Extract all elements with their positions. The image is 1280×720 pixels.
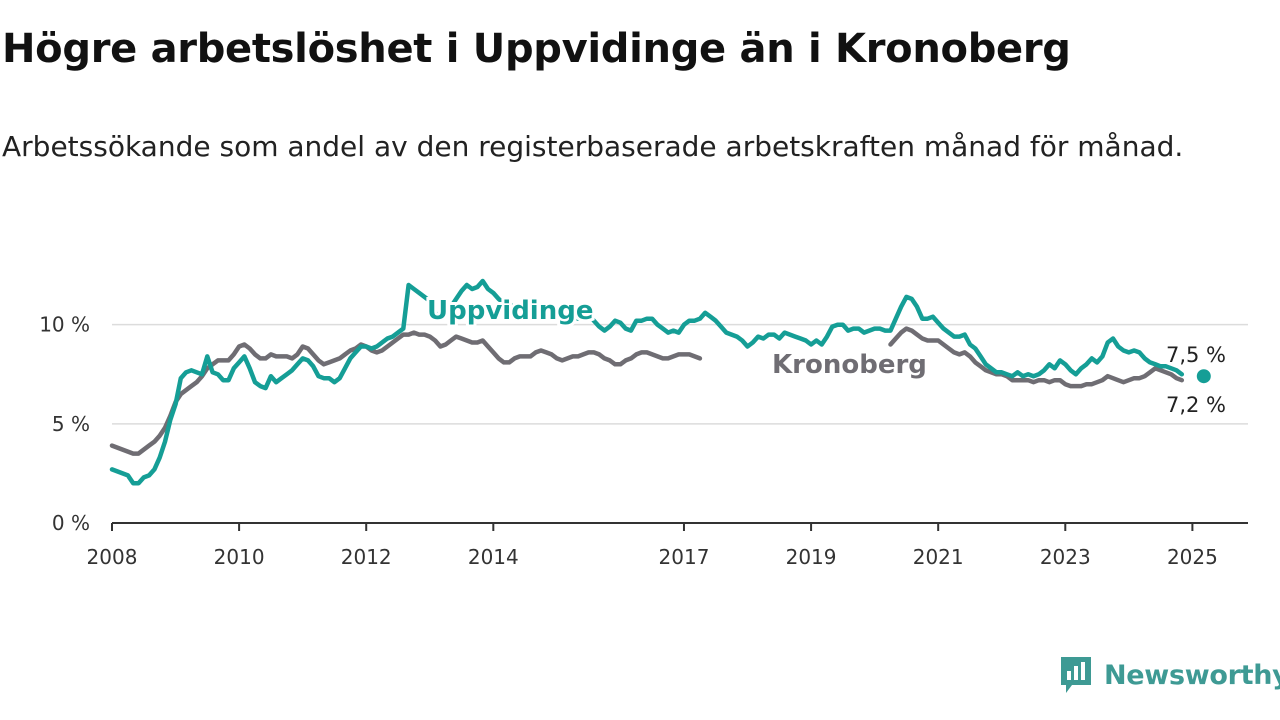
- x-tick-label: 2012: [341, 545, 392, 569]
- series-line-uppvidinge: [109, 278, 1185, 486]
- x-tick-label: 2017: [659, 545, 710, 569]
- end-point-dot: [1196, 369, 1211, 384]
- x-tick-label: 2010: [214, 545, 265, 569]
- x-tick-label: 2021: [913, 545, 964, 569]
- series-labels: Uppvidinge Kronoberg 7,5 % 7,2 %: [424, 293, 1226, 417]
- y-tick-label: 0 %: [52, 511, 90, 535]
- newsworthy-logo: Newsworthy: [1058, 653, 1280, 697]
- y-tick-label: 10 %: [39, 313, 90, 337]
- x-tick-label: 2025: [1167, 545, 1218, 569]
- y-tick-label: 5 %: [52, 412, 90, 436]
- newsworthy-logo-icon: [1061, 657, 1091, 693]
- series-lines: [109, 278, 1211, 486]
- x-tick-label: 2019: [786, 545, 837, 569]
- grid-lines: [112, 323, 1248, 425]
- x-axis-ticks: 2008 2010 2012 2014 2017 2019 2021 2023 2025: [87, 522, 1248, 569]
- logo-text: Newsworthy: [1104, 659, 1280, 691]
- series-line-kronoberg: [888, 326, 1185, 389]
- chart-title: Högre arbetslöshet i Uppvidinge än i Kro…: [2, 26, 1071, 72]
- x-tick-label: 2014: [468, 545, 519, 569]
- series-label-uppvidinge: Uppvidinge: [427, 296, 593, 326]
- end-label-kronoberg: 7,2 %: [1166, 393, 1226, 417]
- chart-subtitle: Arbetssökande som andel av den registerb…: [2, 130, 1184, 163]
- y-axis-ticks: 0 % 5 % 10 %: [39, 313, 90, 535]
- end-label-uppvidinge: 7,5 %: [1166, 343, 1226, 367]
- x-tick-label: 2023: [1040, 545, 1091, 569]
- x-tick-label: 2008: [87, 545, 138, 569]
- series-line-kronoberg: [109, 330, 703, 456]
- series-label-kronoberg: Kronoberg: [772, 350, 927, 380]
